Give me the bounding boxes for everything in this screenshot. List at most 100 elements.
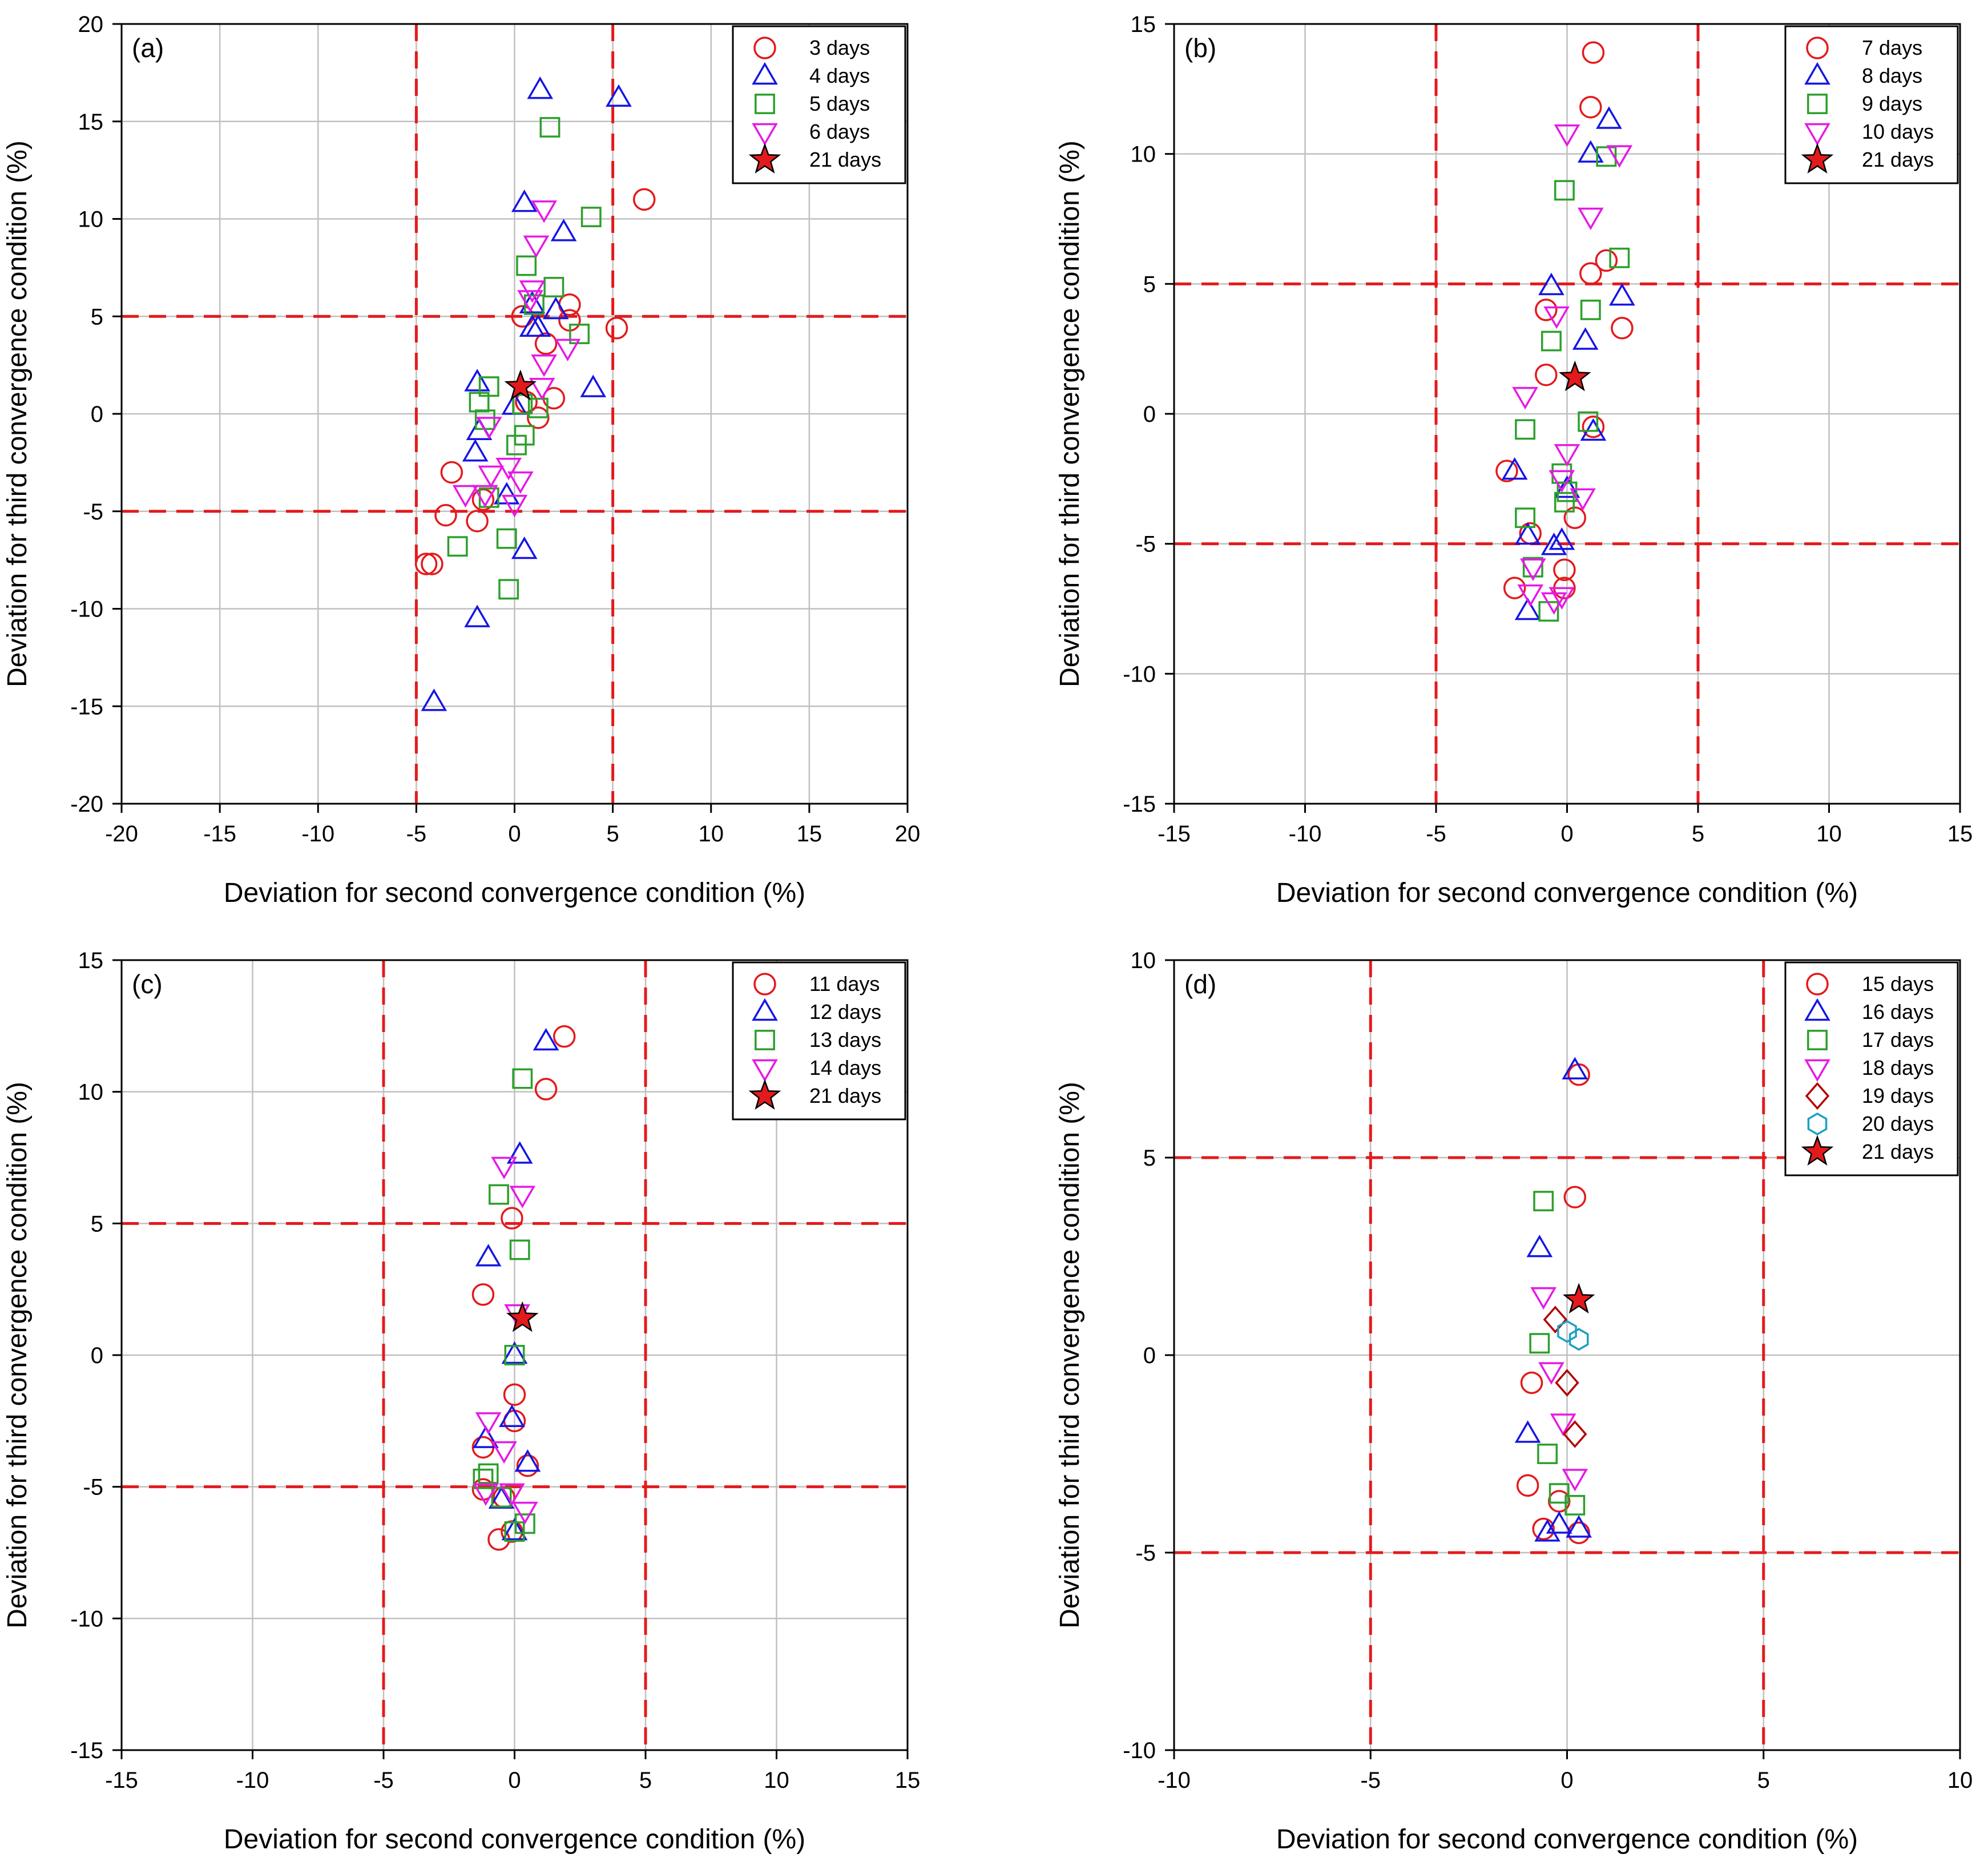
data-point [1580, 299, 1601, 320]
data-point [473, 1468, 494, 1489]
legend-marker [1806, 37, 1829, 59]
data-point [464, 369, 490, 392]
data-point [478, 465, 505, 489]
x-tick-label: 10 [1816, 821, 1842, 847]
data-point [534, 1078, 558, 1101]
data-point [504, 1521, 525, 1542]
y-tick-label: 10 [78, 207, 104, 232]
data-point [501, 1517, 528, 1541]
data-point [495, 457, 522, 481]
data-point [606, 84, 632, 107]
data-point [1582, 416, 1605, 438]
data-point [1582, 41, 1605, 64]
legend-marker [752, 123, 778, 146]
legend-marker [752, 998, 778, 1021]
data-point [1596, 146, 1617, 167]
data-point [1535, 363, 1558, 386]
data-point [1514, 522, 1541, 545]
data-point [1503, 577, 1526, 599]
data-point [1543, 306, 1570, 329]
y-tick-label: 0 [1143, 402, 1156, 427]
data-point [514, 1449, 541, 1472]
legend-label: 12 days [809, 1000, 881, 1023]
x-axis-label: Deviation for second convergence conditi… [224, 878, 805, 908]
data-point [523, 294, 545, 315]
x-tick-label: -10 [1289, 821, 1322, 847]
data-point [514, 1513, 535, 1534]
data-point [1515, 419, 1536, 440]
data-point [534, 332, 558, 355]
data-point [478, 1463, 499, 1484]
data-point [1566, 1515, 1592, 1538]
x-tick-label: 10 [764, 1768, 789, 1793]
y-tick-label: -20 [70, 792, 103, 817]
series-2 [1515, 146, 1630, 622]
data-point [539, 117, 560, 138]
data-point [527, 76, 554, 99]
legend-marker [1801, 1135, 1834, 1166]
data-point [472, 485, 498, 508]
data-point [605, 316, 628, 340]
data-point [1562, 1283, 1595, 1314]
y-tick-label: 10 [1131, 948, 1156, 973]
data-point [1550, 1413, 1576, 1436]
x-tick-label: 10 [699, 821, 724, 847]
legend-label: 10 days [1862, 120, 1934, 143]
y-tick-label: 0 [91, 1343, 103, 1368]
x-tick-label: 0 [1560, 821, 1573, 847]
y-tick-label: -5 [1135, 532, 1156, 557]
y-tick-label: -5 [83, 499, 103, 525]
x-tick-label: 5 [607, 821, 619, 847]
panel-0: -20 -15 -10 -5 0 5 10 15 20 -20 -15 -10 -5 0 5 10 15 20 De… [2, 12, 920, 908]
data-point [452, 485, 479, 508]
data-point [1557, 1320, 1577, 1343]
x-tick-label: 5 [1757, 1768, 1770, 1793]
data-point [511, 189, 538, 212]
data-point [507, 471, 534, 494]
data-point [1543, 1305, 1568, 1333]
data-point [1501, 457, 1528, 480]
y-tick-label: -15 [70, 1738, 103, 1763]
data-point [512, 1068, 533, 1089]
series-5 [1557, 1320, 1589, 1351]
series-3 [1530, 1287, 1588, 1492]
legend-marker [752, 1059, 778, 1082]
legend-marker [753, 37, 776, 59]
data-point [1609, 283, 1635, 306]
data-point [1538, 272, 1564, 296]
data-point [529, 377, 555, 401]
series-1 [1514, 1057, 1592, 1542]
legend-marker [1806, 973, 1829, 996]
series-4 [1558, 360, 1591, 392]
legend-marker [1805, 1082, 1830, 1110]
data-point [489, 1184, 509, 1205]
y-tick-label: -15 [1123, 792, 1156, 817]
data-point [1563, 506, 1587, 529]
data-point [1546, 1511, 1572, 1534]
panel-2: -15 -10 -5 0 5 10 15 -15 -10 -5 0 5 10 15 Deviation fo… [2, 948, 920, 1855]
data-point [1516, 1474, 1539, 1497]
data-point [1522, 557, 1543, 578]
x-tick-label: -20 [105, 821, 138, 847]
series-4 [504, 369, 537, 401]
data-point [499, 1483, 525, 1506]
legend-marker [1804, 1059, 1830, 1082]
y-tick-label: -10 [1123, 662, 1156, 687]
data-point [527, 397, 549, 418]
data-point [1568, 1328, 1589, 1351]
data-point [1526, 1234, 1553, 1258]
data-point [491, 1156, 517, 1180]
y-tick-label: -5 [83, 1475, 103, 1500]
y-axis-label: Deviation for third convergence conditio… [2, 140, 33, 687]
x-tick-label: -10 [236, 1768, 269, 1793]
legend-marker [748, 143, 781, 174]
data-point [1532, 1517, 1555, 1541]
data-point [553, 1025, 576, 1048]
data-point [1541, 533, 1567, 555]
legend-label: 11 days [809, 972, 880, 996]
legend-label: 13 days [809, 1028, 881, 1051]
data-point [447, 536, 468, 557]
data-point [1579, 95, 1602, 119]
y-tick-label: 5 [1143, 1146, 1156, 1171]
data-point [632, 188, 656, 211]
